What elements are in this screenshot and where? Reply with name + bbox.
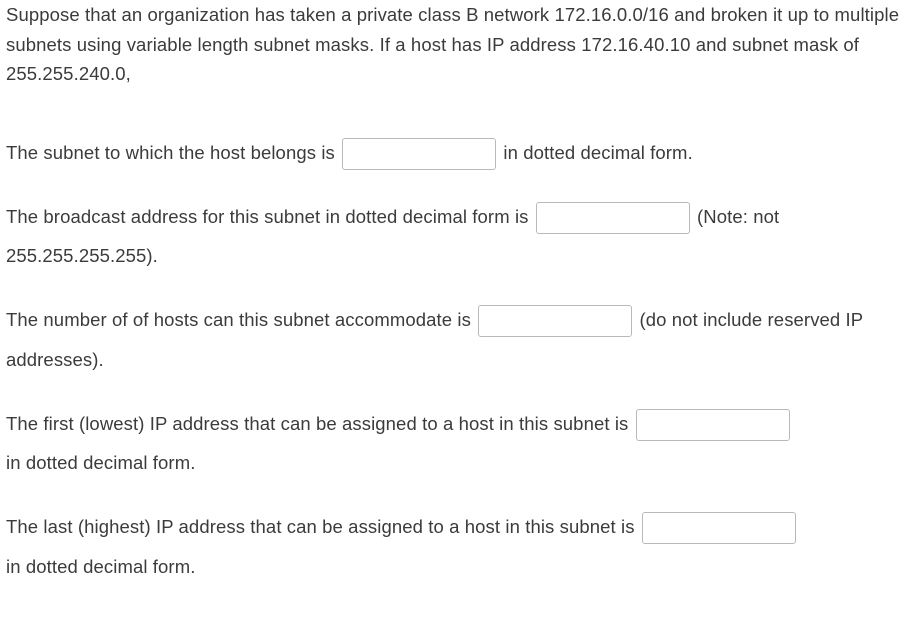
question-3: The number of of hosts can this subnet a… [6,300,917,380]
question-4: The first (lowest) IP address that can b… [6,404,917,484]
q4-input[interactable] [636,409,790,441]
q1-before: The subnet to which the host belongs is [6,142,340,163]
q4-after: in dotted decimal form. [6,452,195,473]
q3-input[interactable] [478,305,632,337]
q5-input[interactable] [642,512,796,544]
q2-before: The broadcast address for this subnet in… [6,206,534,227]
question-2: The broadcast address for this subnet in… [6,197,917,277]
q4-before: The first (lowest) IP address that can b… [6,413,634,434]
question-container: Suppose that an organization has taken a… [0,0,923,587]
q2-input[interactable] [536,202,690,234]
intro-paragraph: Suppose that an organization has taken a… [6,0,917,89]
q3-before: The number of of hosts can this subnet a… [6,309,476,330]
question-1: The subnet to which the host belongs is … [6,133,917,173]
q5-after: in dotted decimal form. [6,556,195,577]
q1-input[interactable] [342,138,496,170]
q5-before: The last (highest) IP address that can b… [6,516,640,537]
q1-after: in dotted decimal form. [498,142,693,163]
question-5: The last (highest) IP address that can b… [6,507,917,587]
